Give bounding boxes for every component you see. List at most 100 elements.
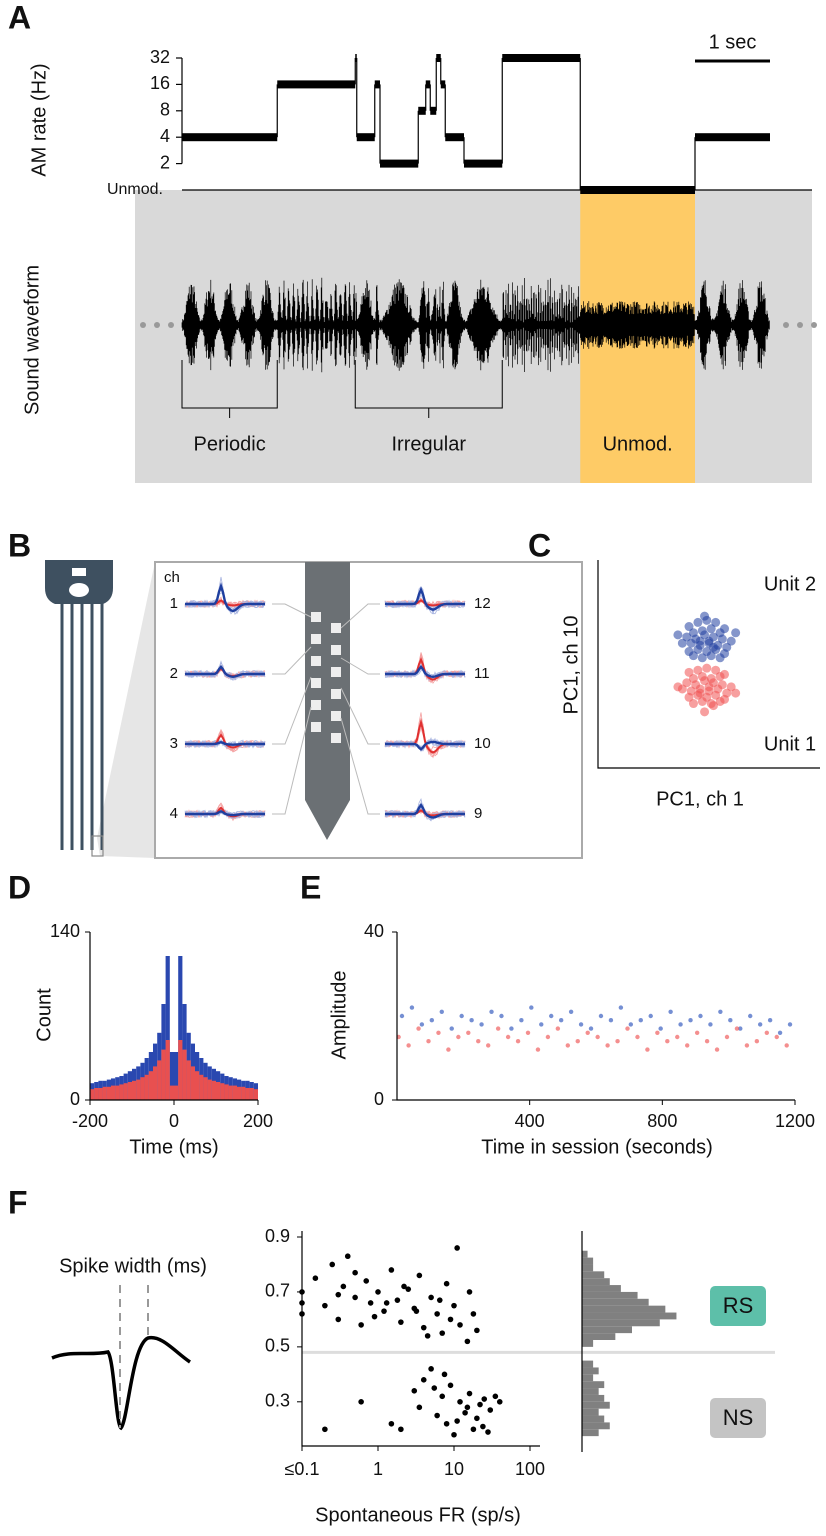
- point: [686, 638, 696, 648]
- channel-label: 3: [170, 735, 178, 752]
- point: [519, 1018, 524, 1023]
- point: [645, 1047, 650, 1052]
- point: [706, 624, 716, 634]
- point: [668, 1009, 673, 1014]
- histogram-bar: [582, 1285, 621, 1292]
- histogram-bar: [169, 1052, 174, 1100]
- point: [615, 1039, 620, 1044]
- channel-label: 1: [170, 595, 178, 612]
- histogram-bar: [174, 1052, 179, 1100]
- histogram-bar: [582, 1312, 677, 1320]
- y-axis-label: PC1, ch 10: [560, 616, 582, 715]
- histogram-bar: [245, 1088, 250, 1100]
- y-tick-label: 0.9: [265, 1226, 290, 1246]
- point: [299, 1311, 305, 1317]
- rate-segment: [464, 159, 503, 168]
- point: [466, 1289, 473, 1295]
- rate-segment: [425, 80, 431, 89]
- zoom-wedge: [97, 562, 155, 858]
- axes: [301, 1231, 540, 1447]
- point: [394, 1297, 401, 1303]
- histogram-bar: [582, 1319, 660, 1327]
- point: [451, 1431, 457, 1438]
- point: [704, 636, 714, 646]
- x-axis-label: Time (ms): [129, 1136, 218, 1158]
- y-axis-label: Amplitude: [328, 971, 350, 1060]
- point: [700, 676, 710, 686]
- continuation-dot: [140, 322, 146, 328]
- histogram-bar: [140, 1077, 145, 1100]
- point: [549, 1013, 554, 1019]
- histogram-bar: [148, 1071, 153, 1100]
- axes: [597, 560, 820, 769]
- point: [499, 1013, 504, 1019]
- point: [299, 1300, 305, 1306]
- point: [322, 1302, 328, 1309]
- point: [426, 1039, 431, 1044]
- x-tick-label: 1: [373, 1459, 383, 1479]
- point: [704, 682, 714, 692]
- point: [434, 1311, 440, 1317]
- y-tick-label: 0: [70, 1089, 80, 1109]
- point: [416, 1272, 423, 1279]
- histogram-bar: [178, 1040, 183, 1100]
- point: [625, 1026, 630, 1031]
- panel-letter: D: [8, 869, 31, 905]
- point: [724, 1034, 730, 1040]
- point: [515, 1039, 521, 1044]
- point: [429, 1018, 435, 1023]
- point: [299, 1289, 305, 1295]
- point: [731, 628, 741, 638]
- point: [748, 1013, 753, 1019]
- point: [726, 636, 736, 646]
- point: [416, 1404, 423, 1411]
- point: [443, 1280, 450, 1287]
- point: [424, 1333, 431, 1339]
- histogram-bar: [232, 1085, 237, 1100]
- point: [708, 1022, 713, 1027]
- mean-trace: [185, 809, 265, 817]
- point: [628, 1022, 634, 1027]
- point: [428, 1294, 434, 1301]
- point: [697, 653, 707, 663]
- point: [558, 1018, 564, 1023]
- point: [431, 1385, 438, 1391]
- point: [485, 1429, 491, 1435]
- y-axis-label: AM rate (Hz): [28, 63, 50, 176]
- point: [335, 1291, 342, 1298]
- histogram-bar: [582, 1394, 605, 1402]
- point: [434, 1412, 440, 1419]
- point: [525, 1030, 531, 1036]
- mean-trace: [385, 802, 465, 819]
- channel-label: 4: [170, 805, 178, 822]
- point: [706, 651, 716, 661]
- point: [711, 665, 721, 675]
- rate-segment: [277, 80, 356, 89]
- point: [693, 617, 703, 627]
- point: [702, 663, 712, 673]
- electrode-site: [331, 645, 341, 655]
- point: [757, 1022, 763, 1027]
- connector: [340, 687, 380, 745]
- point: [388, 1420, 395, 1427]
- rate-segment: [580, 186, 695, 194]
- histogram-bar: [216, 1082, 221, 1100]
- histogram-bar: [186, 1060, 191, 1100]
- connector: [272, 646, 312, 675]
- point: [456, 1034, 461, 1040]
- point: [598, 1013, 604, 1019]
- point: [715, 653, 725, 663]
- y-tick-label: Unmod.: [107, 181, 163, 198]
- point: [486, 1043, 491, 1048]
- point: [693, 665, 703, 675]
- histogram-bar: [115, 1085, 120, 1100]
- point: [477, 1401, 483, 1408]
- histogram-bar: [136, 1079, 141, 1100]
- point: [447, 1382, 454, 1389]
- point: [474, 1327, 480, 1334]
- point: [457, 1322, 463, 1328]
- point: [469, 1018, 474, 1023]
- histogram-bar: [582, 1388, 599, 1395]
- point: [457, 1399, 463, 1405]
- point: [585, 1030, 590, 1036]
